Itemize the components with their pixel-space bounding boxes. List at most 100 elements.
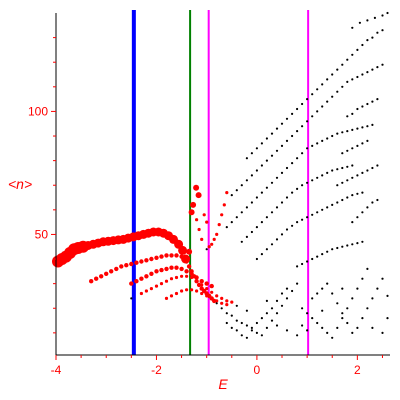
- data-point: [149, 287, 153, 291]
- data-point: [130, 297, 133, 300]
- data-point: [225, 191, 229, 195]
- data-point: [209, 283, 214, 289]
- data-point: [306, 181, 309, 184]
- data-point: [109, 269, 114, 274]
- data-point: [381, 14, 384, 17]
- data-point: [351, 331, 354, 334]
- data-point: [235, 189, 238, 192]
- data-point: [260, 317, 263, 320]
- data-point: [351, 128, 354, 131]
- data-point: [260, 253, 263, 256]
- data-point: [245, 336, 248, 339]
- data-point: [285, 297, 289, 300]
- y-tick-label: 50: [35, 227, 49, 241]
- data-point: [361, 142, 364, 145]
- data-point: [174, 253, 179, 258]
- data-point: [321, 309, 324, 312]
- data-point: [250, 326, 253, 329]
- data-point: [336, 90, 339, 93]
- data-point: [356, 192, 359, 195]
- data-point: [202, 213, 206, 217]
- data-point: [195, 279, 199, 283]
- data-point: [240, 334, 243, 337]
- data-point: [356, 127, 359, 130]
- data-point: [331, 134, 334, 138]
- data-point: [205, 287, 209, 291]
- data-point: [270, 243, 274, 246]
- data-point: [149, 271, 154, 276]
- data-point: [210, 296, 214, 300]
- data-point: [341, 152, 344, 155]
- data-point: [230, 326, 233, 329]
- data-point: [366, 267, 369, 270]
- data-point: [139, 276, 144, 281]
- data-point: [336, 168, 339, 171]
- data-point: [225, 226, 228, 229]
- data-point: [291, 162, 294, 165]
- data-point: [255, 226, 258, 229]
- data-point: [285, 228, 289, 231]
- data-point: [291, 289, 294, 293]
- data-point: [270, 181, 274, 184]
- data-point: [331, 95, 334, 98]
- data-point: [265, 137, 268, 140]
- data-point: [301, 324, 304, 327]
- data-point: [351, 26, 354, 29]
- data-point: [356, 75, 359, 79]
- data-point: [321, 253, 324, 256]
- data-point: [311, 257, 314, 261]
- data-point: [321, 105, 324, 108]
- data-point: [144, 274, 149, 279]
- data-point: [331, 248, 334, 251]
- data-point: [174, 275, 179, 280]
- data-point: [154, 255, 159, 260]
- data-point: [341, 198, 344, 202]
- data-point: [184, 269, 189, 274]
- data-point: [386, 294, 389, 297]
- data-point: [376, 164, 379, 167]
- data-point: [316, 142, 319, 145]
- data-point: [356, 174, 359, 177]
- data-point: [265, 326, 268, 329]
- data-point: [270, 319, 274, 322]
- data-point: [311, 179, 314, 182]
- data-point: [316, 255, 319, 258]
- x-tick-label: 2: [354, 363, 361, 377]
- data-point: [250, 230, 253, 234]
- y-axis-label: <n>: [8, 176, 32, 192]
- data-point: [194, 275, 199, 280]
- data-point: [164, 279, 169, 283]
- data-point: [275, 206, 279, 209]
- data-point: [240, 184, 243, 187]
- data-point: [250, 152, 253, 155]
- data-point: [169, 277, 174, 281]
- data-point: [144, 289, 148, 293]
- data-point: [376, 66, 379, 69]
- data-point: [376, 98, 379, 101]
- data-point: [316, 110, 319, 113]
- data-point: [311, 144, 314, 147]
- data-point: [180, 289, 184, 293]
- data-point: [181, 255, 187, 260]
- y-tick-label: 100: [28, 104, 48, 118]
- data-point: [361, 171, 364, 174]
- data-point: [361, 105, 364, 108]
- data-point: [366, 71, 369, 74]
- data-point: [351, 164, 354, 167]
- data-point: [361, 240, 364, 243]
- data-point: [205, 294, 209, 298]
- data-point: [225, 303, 229, 307]
- data-point: [341, 85, 344, 88]
- data-point: [270, 154, 274, 157]
- data-point: [376, 198, 379, 202]
- data-point: [265, 186, 268, 189]
- data-point: [235, 216, 238, 219]
- data-point: [245, 179, 248, 182]
- data-point: [316, 211, 319, 214]
- data-point: [230, 300, 234, 304]
- data-point: [225, 321, 228, 325]
- data-point: [280, 171, 284, 174]
- data-point: [331, 169, 334, 172]
- data-point: [280, 122, 284, 125]
- data-point: [134, 279, 139, 284]
